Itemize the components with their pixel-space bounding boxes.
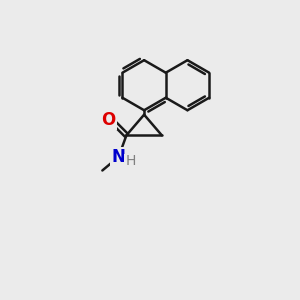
Text: H: H: [125, 154, 136, 168]
Text: N: N: [112, 148, 125, 166]
Text: O: O: [101, 111, 115, 129]
